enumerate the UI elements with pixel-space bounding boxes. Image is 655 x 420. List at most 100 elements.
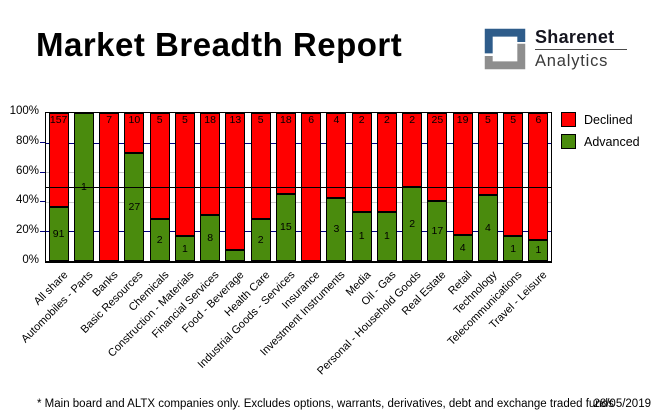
declined-segment — [402, 113, 423, 187]
declined-count-label: 4 — [333, 114, 340, 126]
brand-name-block: Sharenet Analytics — [535, 27, 627, 71]
y-tick-mark — [40, 201, 45, 203]
declined-count-label: 2 — [383, 114, 390, 126]
y-axis-label-0: 0% — [22, 254, 39, 266]
advanced-count-label: 1 — [358, 230, 365, 243]
declined-segment — [503, 113, 524, 237]
declined-segment — [477, 113, 498, 196]
bar-all-share: 157 91 — [48, 113, 69, 261]
advanced-segment — [124, 153, 145, 261]
y-axis-label-40: 40% — [15, 194, 39, 207]
advanced-segment — [250, 218, 271, 261]
brand-name: Sharenet — [535, 27, 615, 47]
declined-segment — [174, 113, 195, 237]
brand-divider — [535, 49, 627, 50]
gridline-20pct — [46, 231, 551, 233]
advanced-count-label: 8 — [207, 232, 214, 245]
advanced-segment — [477, 195, 498, 261]
declined-segment — [351, 113, 372, 212]
advanced-count-label: 1 — [181, 242, 188, 255]
advanced-count-label: 2 — [409, 218, 416, 230]
declined-segment — [124, 113, 145, 153]
declined-segment — [427, 113, 448, 202]
bar-basic-resources: 10 27 — [124, 113, 145, 261]
advanced-count-label: 2 — [257, 233, 264, 246]
advanced-segment — [376, 211, 397, 261]
advanced-count-label: 1 — [535, 244, 542, 257]
advanced-count-label: 2 — [156, 233, 163, 246]
chart-legend: Declined Advanced — [561, 112, 640, 156]
y-axis-label-80: 80% — [15, 134, 39, 147]
declined-segment — [275, 113, 296, 194]
declined-segment — [326, 113, 347, 198]
declined-count-label: 18 — [204, 114, 216, 126]
advanced-segment — [149, 218, 170, 261]
advanced-count-label: 1 — [383, 230, 390, 243]
advanced-segment — [528, 239, 549, 261]
advanced-color-swatch — [561, 134, 576, 149]
declined-segment — [250, 113, 271, 219]
declined-color-swatch — [561, 112, 576, 127]
declined-count-label: 5 — [484, 114, 491, 126]
advanced-count-label: 91 — [52, 227, 65, 240]
advanced-segment — [351, 211, 372, 261]
advanced-count-label: 15 — [280, 221, 292, 234]
y-tick-mark — [40, 231, 45, 233]
brand-division: Analytics — [535, 52, 609, 70]
legend-item-declined: Declined — [561, 112, 640, 127]
report-title: Market Breadth Report — [36, 26, 403, 63]
bar-retail: 19 4 — [452, 113, 473, 261]
legend-label-declined: Declined — [584, 112, 633, 127]
gridline-80pct — [46, 142, 551, 144]
bar-food-beverage: 13 — [225, 113, 246, 261]
declined-count-label: 18 — [280, 114, 292, 126]
plot-area: 1579117102752511881352181564321212225171… — [45, 112, 552, 263]
declined-count-label: 5 — [257, 114, 264, 126]
advanced-segment — [427, 201, 448, 261]
y-axis-label-100: 100% — [9, 105, 39, 117]
y-tick-mark — [40, 141, 45, 143]
advanced-count-label: 3 — [333, 223, 340, 236]
advanced-segment — [225, 250, 246, 261]
gridline-60pct — [46, 172, 551, 174]
sharenet-logo-icon — [484, 28, 526, 70]
declined-count-label: 5 — [510, 114, 517, 126]
declined-count-label: 6 — [535, 114, 542, 126]
legend-item-advanced: Advanced — [561, 134, 640, 149]
brand-logo: Sharenet Analytics — [483, 27, 627, 71]
declined-segment — [376, 113, 397, 212]
advanced-count-label: 4 — [484, 222, 491, 235]
y-axis-label-20: 20% — [15, 224, 39, 237]
advanced-segment — [174, 236, 195, 261]
declined-segment — [200, 113, 221, 216]
declined-count-label: 5 — [181, 114, 188, 126]
advanced-segment — [48, 206, 69, 261]
declined-count-label: 6 — [308, 114, 315, 126]
y-axis-label-60: 60% — [15, 164, 39, 177]
report-date: 28/05/2019 — [593, 398, 651, 410]
advanced-count-label: 27 — [128, 201, 141, 214]
advanced-segment — [503, 236, 524, 261]
bar-real-estate: 25 17 — [427, 113, 448, 261]
declined-count-label: 19 — [456, 114, 469, 126]
footnote: * Main board and ALTX companies only. Ex… — [37, 398, 614, 410]
advanced-count-label: 17 — [431, 225, 444, 238]
advanced-segment — [200, 215, 221, 261]
y-tick-mark — [40, 171, 45, 173]
declined-segment — [48, 113, 69, 207]
declined-count-label: 2 — [358, 114, 365, 126]
declined-segment — [149, 113, 170, 219]
advanced-count-label: 1 — [510, 242, 517, 255]
bar-financial-services: 18 8 — [200, 113, 221, 261]
advanced-segment — [275, 193, 296, 261]
